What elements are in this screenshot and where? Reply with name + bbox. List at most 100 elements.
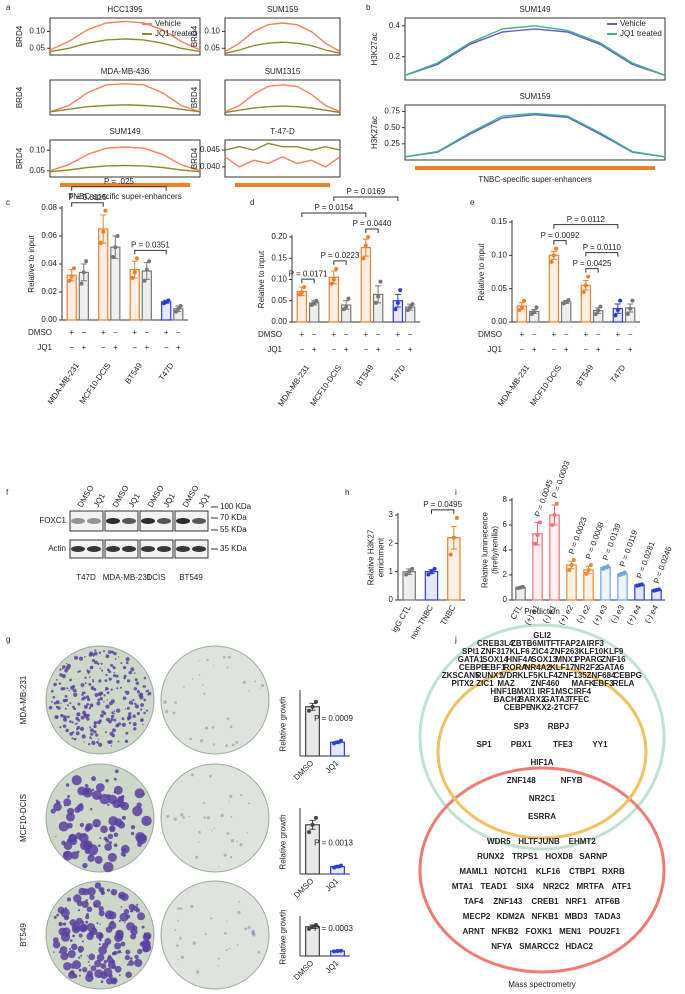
colony bbox=[101, 669, 104, 672]
colony bbox=[143, 685, 147, 688]
legend-label: Vehicle bbox=[155, 19, 181, 28]
data-point bbox=[537, 520, 542, 525]
p-value: P = 0.0246 bbox=[652, 545, 674, 585]
x-tick-label: DMSO bbox=[292, 759, 315, 782]
colony bbox=[106, 888, 111, 892]
colony bbox=[64, 707, 67, 710]
colony bbox=[244, 927, 248, 931]
gene-word: MTA1 bbox=[452, 882, 474, 891]
treatment-sign: − bbox=[332, 345, 337, 354]
gene-word: TAF4 bbox=[464, 897, 484, 906]
data-point bbox=[517, 308, 522, 312]
p-value: P = 0.0003 bbox=[314, 924, 353, 933]
colony bbox=[198, 660, 200, 662]
colony bbox=[75, 731, 80, 736]
gene-word: ZNF148 bbox=[507, 776, 536, 785]
colony bbox=[105, 778, 109, 783]
colony bbox=[179, 907, 183, 910]
colony bbox=[124, 954, 131, 961]
y-axis-label: Relative to input bbox=[477, 243, 486, 301]
colony bbox=[64, 694, 68, 698]
significance-bracket bbox=[585, 268, 599, 273]
colony bbox=[242, 680, 246, 684]
row-label: BT549 bbox=[19, 923, 28, 947]
colony bbox=[251, 930, 255, 934]
gene-word: WDR5 bbox=[487, 837, 511, 846]
data-point bbox=[551, 253, 556, 258]
gene-word: ESRRA bbox=[528, 812, 556, 821]
gene-word: NKX2-2 bbox=[530, 703, 559, 712]
significance-bracket bbox=[71, 186, 167, 191]
data-point bbox=[101, 229, 106, 234]
x-tick-label: TNBC bbox=[439, 603, 458, 627]
colony bbox=[96, 740, 99, 744]
data-point bbox=[395, 300, 400, 305]
band bbox=[192, 546, 206, 552]
colony bbox=[238, 900, 240, 903]
data-point bbox=[569, 563, 574, 567]
colony bbox=[88, 682, 92, 686]
data-point bbox=[338, 948, 343, 953]
y-tick-label: 0.75 bbox=[384, 107, 400, 116]
data-point bbox=[639, 582, 644, 587]
colony bbox=[137, 912, 146, 921]
colony bbox=[116, 679, 120, 684]
band bbox=[122, 518, 136, 524]
y-tick-label: 0.08 bbox=[41, 203, 57, 212]
colony bbox=[113, 785, 123, 795]
gene-word: ZNF135 bbox=[558, 671, 587, 680]
data-point bbox=[451, 535, 456, 540]
colony bbox=[128, 670, 132, 675]
colony bbox=[88, 964, 91, 967]
colony bbox=[120, 941, 126, 947]
colony bbox=[79, 822, 85, 828]
colony bbox=[92, 790, 102, 801]
data-point bbox=[398, 288, 403, 293]
gene-word: KLF6 bbox=[510, 647, 531, 656]
gene-word: NR2C1 bbox=[529, 794, 556, 803]
colony bbox=[89, 726, 92, 729]
colony bbox=[79, 726, 85, 731]
colony bbox=[82, 888, 90, 896]
band bbox=[71, 518, 85, 524]
colony bbox=[77, 670, 80, 673]
lane-label: JQ1 bbox=[92, 491, 107, 509]
colony bbox=[116, 687, 119, 690]
plot-frame bbox=[404, 104, 666, 161]
colony bbox=[235, 740, 239, 744]
data-point bbox=[522, 298, 527, 303]
colony bbox=[107, 852, 117, 862]
data-point bbox=[178, 304, 183, 308]
colony bbox=[112, 674, 117, 678]
y-axis-label: Relative growth bbox=[279, 909, 288, 964]
significance-bracket bbox=[553, 240, 567, 245]
colony bbox=[88, 953, 96, 961]
gene-word: TADA3 bbox=[594, 912, 621, 921]
blot-frame bbox=[139, 539, 174, 559]
colony bbox=[121, 815, 126, 820]
x-tick-label: T47D bbox=[609, 363, 628, 384]
colony bbox=[75, 716, 79, 721]
colony bbox=[81, 697, 85, 701]
colony bbox=[109, 731, 114, 736]
treatment-sign: − bbox=[113, 328, 118, 337]
p-value: P = 0.0092 bbox=[541, 231, 580, 240]
gene-word: NFKB1 bbox=[532, 912, 559, 921]
p-value: P = 0.0223 bbox=[321, 251, 360, 260]
colony bbox=[94, 960, 102, 968]
gene-word: ZIC1 bbox=[476, 679, 494, 688]
plate bbox=[160, 880, 270, 990]
colony bbox=[225, 949, 228, 952]
x-tick-label: MCF10-DCIS bbox=[78, 361, 113, 405]
bar bbox=[600, 566, 611, 601]
colony bbox=[62, 850, 73, 861]
panel-label: j bbox=[454, 635, 457, 644]
gene-word: KLF9 bbox=[603, 647, 624, 656]
colony bbox=[87, 887, 96, 896]
band bbox=[87, 546, 101, 552]
colony bbox=[121, 722, 126, 727]
gene-word: SIX4 bbox=[516, 882, 534, 891]
y-axis-label: BRD4 bbox=[190, 86, 199, 108]
band bbox=[87, 518, 101, 524]
gene-word: TRPS1 bbox=[512, 852, 538, 861]
